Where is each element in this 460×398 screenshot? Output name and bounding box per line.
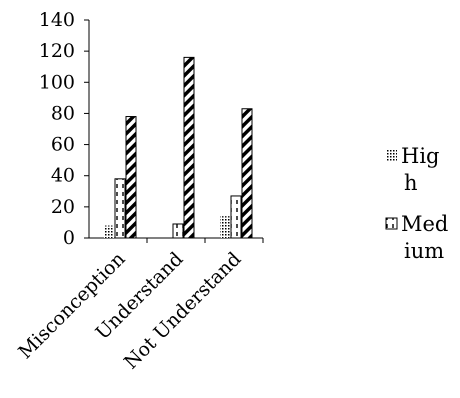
y-tick-label: 60 (51, 134, 75, 156)
y-tick-label: 40 (51, 165, 75, 187)
legend-swatch (385, 217, 398, 230)
legend-label: Hig h (401, 144, 439, 195)
y-tick-label: 140 (39, 9, 75, 31)
legend-item: Med ium (385, 212, 448, 263)
x-tick-label: Misconception (14, 248, 129, 363)
bar-understand-series-3 (183, 56, 195, 239)
axes: 0 20 40 60 80 100 120 140 (39, 9, 264, 249)
bar-not-understand-series-2 (230, 195, 242, 239)
bars (104, 56, 253, 239)
bar-misconception-series-3 (125, 116, 137, 239)
y-tick-label: 80 (51, 102, 75, 124)
legend-label: Med ium (401, 212, 448, 263)
legend: Hig h Med ium (385, 144, 448, 263)
bar-misconception-series-1 (104, 225, 114, 238)
y-tick-label: 20 (51, 196, 75, 218)
legend-swatch (386, 150, 397, 161)
bar-understand-series-2 (172, 223, 184, 239)
bar-not-understand-series-3 (241, 108, 253, 239)
y-tick-label: 120 (39, 40, 75, 62)
legend-item: Hig h (386, 144, 439, 195)
y-tick-label: 100 (39, 71, 75, 93)
bar-misconception-series-2 (114, 178, 126, 239)
y-tick-label: 0 (63, 227, 75, 249)
bar-not-understand-series-1 (220, 216, 230, 238)
